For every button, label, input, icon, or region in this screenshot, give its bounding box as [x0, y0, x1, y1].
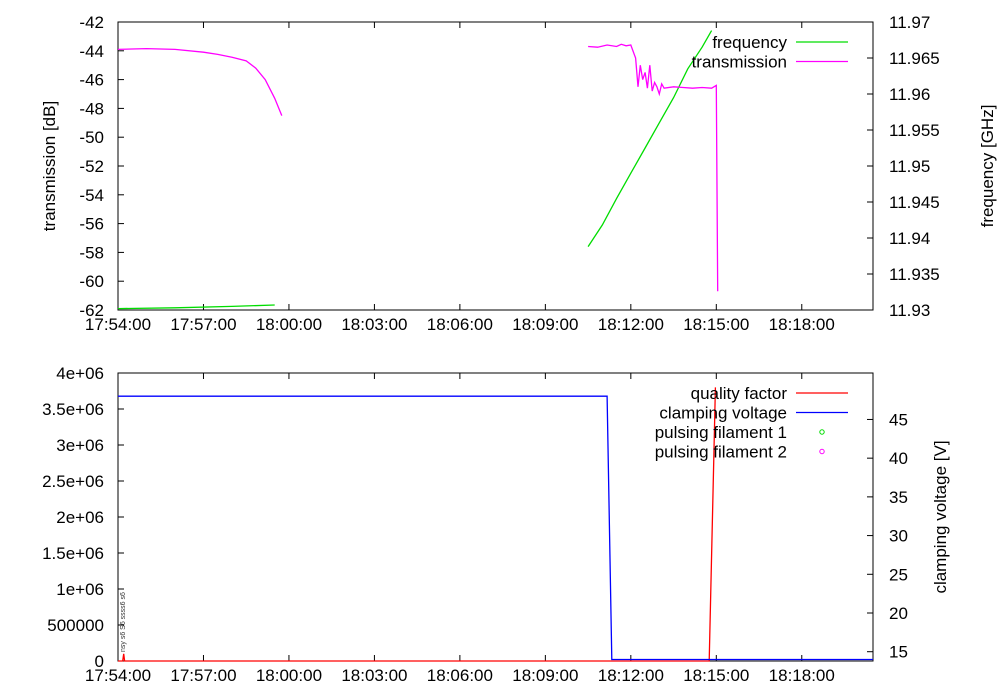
axis-tick-labels: 17:54:00 17:57:00 18:00:00 18:03:00 18:06:00…	[79, 13, 939, 334]
y2-tick-label: 11.96	[889, 85, 930, 104]
y2-tick-label: 15	[889, 643, 908, 662]
series-line-frequency	[117, 304, 275, 310]
legend-swatch	[819, 448, 825, 455]
x-tick-label: 18:03:00	[341, 315, 407, 334]
y-tick-label: -56	[79, 215, 104, 234]
y2-tick-label: 11.935	[889, 265, 940, 284]
transmission-frequency-chart: 17:54:00 17:57:00 18:00:00 18:03:00 18:06:00…	[40, 13, 997, 334]
x-tick-label: 17:54:00	[85, 666, 151, 685]
y-tick-label: -44	[79, 42, 104, 61]
series-lines	[118, 387, 873, 662]
x-tick-label: 18:15:00	[683, 315, 749, 334]
x-tick-label: 17:57:00	[170, 315, 236, 334]
x-tick-label: 18:12:00	[598, 666, 664, 685]
legend-label: pulsing filament 2	[655, 443, 787, 462]
y-tick-label: 1e+06	[56, 580, 104, 599]
legend-swatch	[819, 429, 825, 435]
y-tick-label: -52	[79, 157, 104, 176]
y2-tick-label: 35	[889, 488, 908, 507]
x-tick-label: 18:18:00	[769, 315, 835, 334]
y2-tick-label: 40	[889, 449, 908, 468]
y2-tick-label: 11.94	[889, 229, 930, 248]
x-tick-label: 18:03:00	[341, 666, 407, 685]
x-tick-label: 18:06:00	[427, 666, 493, 685]
x-tick-label: 18:18:00	[769, 666, 835, 685]
y2-tick-label: 11.955	[889, 121, 940, 140]
series-line-transmission	[117, 47, 283, 116]
x-tick-label: 18:06:00	[427, 315, 493, 334]
y-tick-label: 3.5e+06	[42, 400, 104, 419]
legend-label: quality factor	[691, 384, 788, 403]
axis-tick-labels: 17:54:00 17:57:00 18:00:00 18:03:00 18:06:00…	[42, 364, 908, 685]
y2-tick-label: 11.95	[889, 157, 930, 176]
x-tick-label: 18:09:00	[512, 666, 578, 685]
y2-tick-label: 20	[889, 604, 908, 623]
x-tick-label: 18:12:00	[598, 315, 664, 334]
y-tick-label: 4e+06	[56, 364, 104, 383]
y-tick-label: -50	[79, 128, 104, 147]
x-tick-label: 18:15:00	[683, 666, 749, 685]
y-tick-label: 3e+06	[56, 436, 104, 455]
y2-axis-label: frequency [GHz]	[978, 105, 997, 228]
x-tick-label: 17:57:00	[170, 666, 236, 685]
y-axis-label: transmission [dB]	[40, 101, 59, 231]
y2-axis-label: clamping voltage [V]	[931, 440, 950, 593]
y-tick-label: 500000	[47, 616, 104, 635]
y-tick-label: 2e+06	[56, 508, 104, 527]
series-lines	[117, 30, 719, 310]
axis-ticks	[117, 372, 873, 662]
y2-tick-label: 11.93	[889, 301, 930, 320]
y-tick-label: -54	[79, 186, 104, 205]
y-tick-label: -58	[79, 243, 104, 262]
legend-label: pulsing filament 1	[655, 423, 787, 442]
y-tick-label: -62	[79, 301, 104, 320]
y-tick-label: -42	[79, 13, 104, 32]
y2-tick-label: 25	[889, 565, 908, 584]
y-tick-label: 1.5e+06	[42, 544, 104, 563]
x-tick-label: 18:09:00	[512, 315, 578, 334]
series-line-frequency	[587, 30, 713, 247]
quality-factor-clamping-voltage-chart: 17:54:00 17:57:00 18:00:00 18:03:00 18:06:00…	[42, 364, 950, 685]
y-tick-label: -46	[79, 71, 104, 90]
y-tick-label: 0	[95, 652, 104, 671]
y2-tick-label: 11.965	[889, 49, 940, 68]
x-tick-label: 18:00:00	[256, 315, 322, 334]
x-tick-label: 17:54:00	[85, 315, 151, 334]
legend-label: transmission	[692, 53, 787, 72]
series-line-transmission	[588, 43, 719, 292]
y2-tick-label: 11.97	[889, 13, 930, 32]
y2-tick-label: 11.945	[889, 193, 940, 212]
legend-label: clamping voltage	[659, 404, 787, 423]
y-tick-label: 2.5e+06	[42, 472, 104, 491]
faint-rotated-label: nsy s6 S6 ssss6 s6	[120, 592, 127, 652]
y2-tick-label: 45	[889, 410, 908, 429]
y2-tick-label: 30	[889, 527, 908, 546]
axis-ticks	[117, 21, 873, 311]
series-line-clamping-voltage	[118, 395, 873, 661]
y-tick-label: -60	[79, 272, 104, 291]
legend-label: frequency	[712, 33, 787, 52]
y-tick-label: -48	[79, 99, 104, 118]
x-tick-label: 18:00:00	[256, 666, 322, 685]
series-line-quality-factor	[118, 387, 717, 662]
